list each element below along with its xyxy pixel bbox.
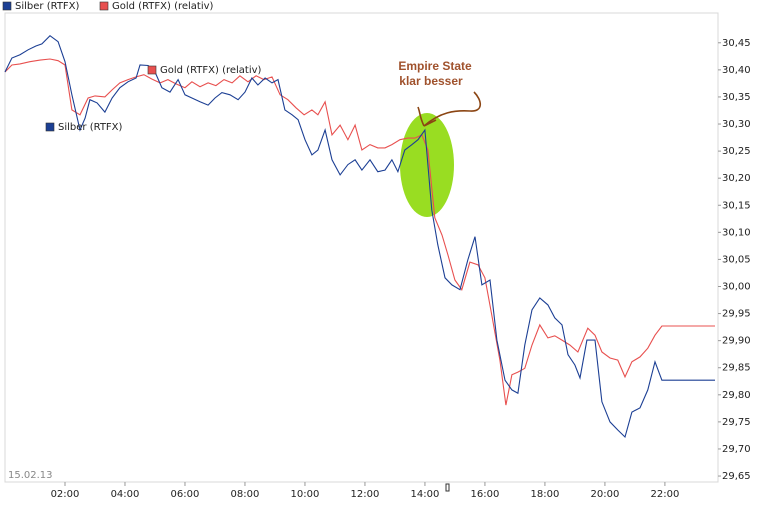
annotation: klar besser: [399, 74, 463, 88]
y-tick-label: 29,65: [722, 471, 751, 482]
legend-label: Gold (RTFX) (relativ): [112, 1, 214, 12]
legend-swatch: [2, 1, 12, 11]
legend-label: Silber (RTFX): [15, 1, 80, 12]
x-tick-label: 22:00: [650, 489, 679, 500]
y-tick-label: 30,20: [722, 173, 751, 184]
series-label: Silber (RTFX): [58, 122, 123, 133]
plot-frame: [4, 12, 719, 483]
series-label: Gold (RTFX) (relativ): [160, 65, 262, 76]
y-tick-label: 30,05: [722, 254, 751, 265]
y-tick-label: 30,00: [722, 281, 751, 292]
x-tick-label: 04:00: [111, 489, 140, 500]
y-tick-label: 29,90: [722, 336, 751, 347]
annotation: Empire State: [398, 59, 472, 73]
x-tick-label: 02:00: [51, 489, 80, 500]
marker: [445, 483, 450, 492]
y-tick-label: 30,45: [722, 38, 751, 49]
x-tick-label: 12:00: [351, 489, 380, 500]
y-tick-label: 30,30: [722, 119, 751, 130]
x-tick-label: 10:00: [291, 489, 320, 500]
y-tick-label: 30,25: [722, 146, 751, 157]
series-label-swatch: [147, 65, 157, 75]
y-tick-label: 29,75: [722, 417, 751, 428]
x-tick-label: 06:00: [171, 489, 200, 500]
series-label-swatch: [45, 122, 55, 132]
date-label: 15.02.13: [8, 470, 53, 481]
y-tick-label: 29,85: [722, 363, 751, 374]
annotation-arrow: [417, 91, 482, 127]
legend-swatch: [99, 1, 109, 11]
x-tick-label: 14:00: [411, 489, 440, 500]
y-tick-label: 30,15: [722, 200, 751, 211]
x-tick-label: 16:00: [471, 489, 500, 500]
y-tick-label: 29,95: [722, 309, 751, 320]
x-tick-label: 08:00: [231, 489, 260, 500]
y-tick-label: 30,10: [722, 227, 751, 238]
y-tick-label: 29,80: [722, 390, 751, 401]
x-tick-label: 18:00: [531, 489, 560, 500]
highlight-ellipse: [400, 113, 454, 217]
series-line: [4, 58, 715, 406]
x-tick-label: 20:00: [591, 489, 620, 500]
series-line: [4, 34, 715, 439]
y-tick-label: 30,40: [722, 65, 751, 76]
y-tick-label: 30,35: [722, 92, 751, 103]
y-tick-label: 29,70: [722, 444, 751, 455]
